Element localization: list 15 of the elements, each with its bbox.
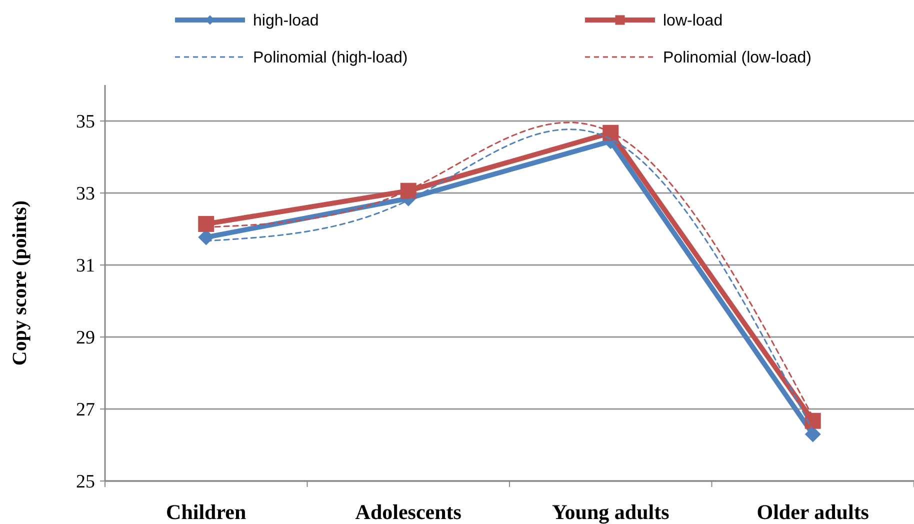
- legend-label: low-load: [663, 12, 723, 30]
- y-tick-label: 25: [76, 472, 95, 493]
- legend-label: Polinomial (high-load): [253, 50, 408, 67]
- x-tick-label: Adolescents: [355, 500, 462, 524]
- x-tick-label: Young adults: [552, 500, 670, 524]
- y-tick-label: 31: [76, 256, 95, 277]
- x-tick-label: Children: [166, 500, 247, 524]
- y-tick-label: 35: [76, 112, 95, 133]
- x-tick-label: Older adults: [756, 500, 869, 524]
- y-axis-title: Copy score (points): [9, 200, 31, 366]
- y-tick-label: 27: [76, 400, 95, 421]
- y-tick-label: 33: [76, 184, 95, 205]
- y-tick-label: 29: [76, 328, 95, 349]
- legend-label: high-load: [253, 12, 319, 30]
- legend-label: Polinomial (low-load): [663, 50, 812, 67]
